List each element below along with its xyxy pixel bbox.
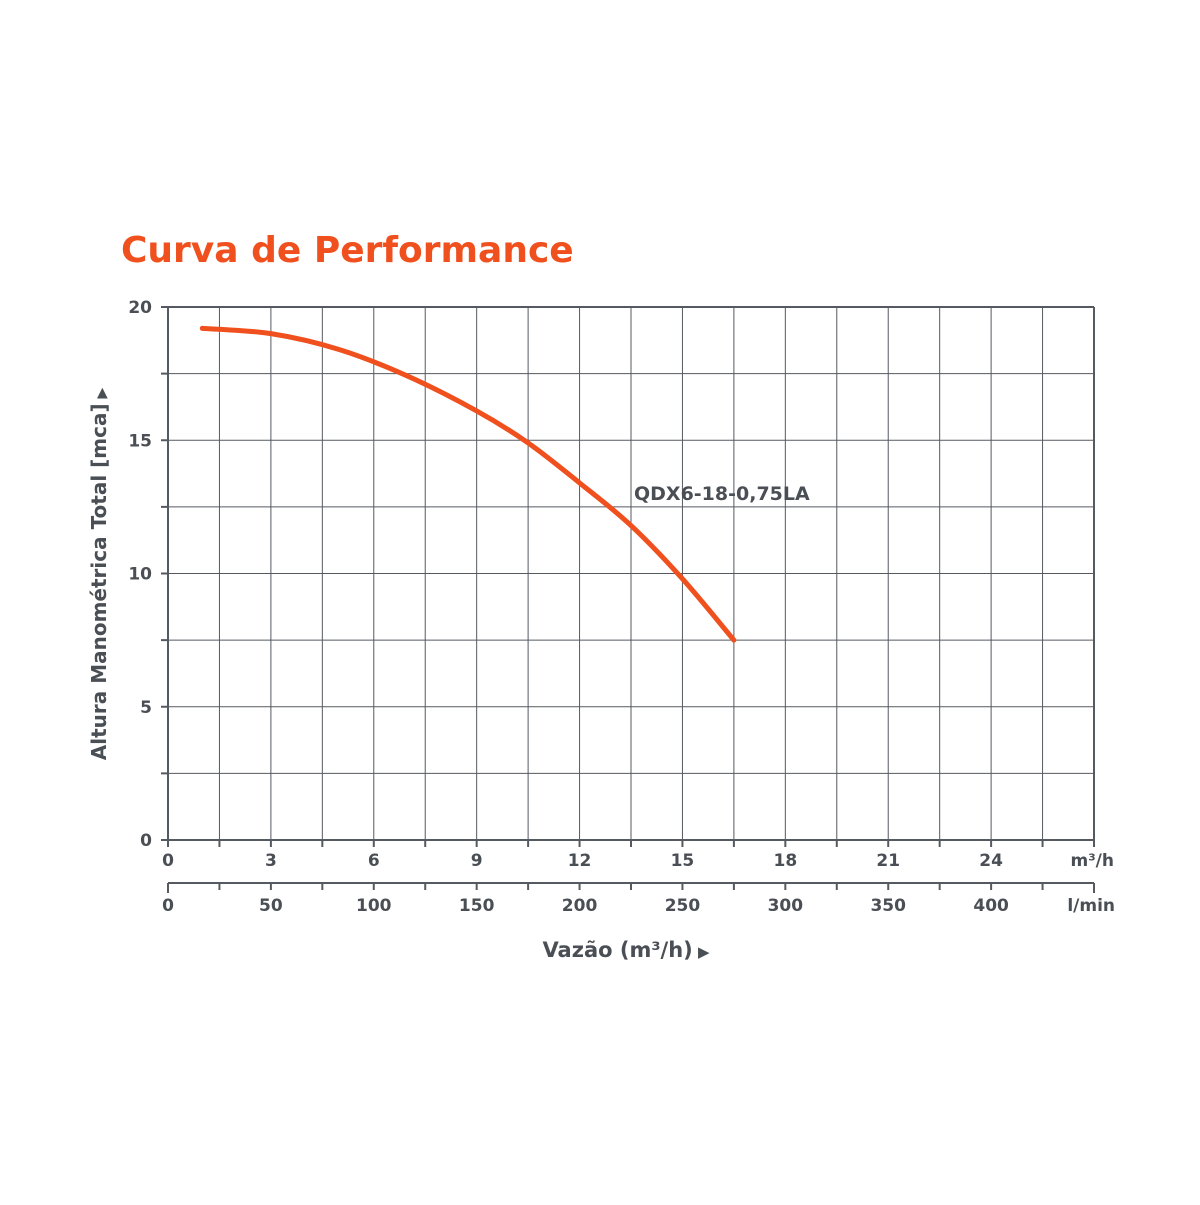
x-tick-label: 12 [568,851,592,871]
x-tick-label: 15 [671,851,695,871]
x-axis-title-text: Vazão (m³/h) [542,938,692,962]
labels: 0 3 6 9 12 15 18 21 24 m³/h0 50 100 150 200 250 300 350 4… [87,298,1115,962]
series [199,325,737,643]
x-tick-label: 0 [162,851,174,871]
x-unit-label: m³/h [1071,851,1114,871]
x2-tick-label: 300 [768,896,804,916]
chart-title: Curva de Performance [121,230,574,271]
x2-tick-label: 50 [259,896,283,916]
series-label: QDX6-18-0,75LA [634,483,810,505]
x-tick-label: 9 [471,851,483,871]
x2-tick-label: 400 [973,896,1009,916]
y-axis-arrow-icon: ▶ [94,387,110,403]
y-tick-label: 20 [128,298,152,318]
y-tick-label: 10 [128,565,152,585]
series-line-qdx6 [199,325,737,643]
x-axis-arrow-icon: ▶ [693,943,710,961]
x2-tick-label: 350 [870,896,906,916]
x2-tick-label: 0 [162,896,174,916]
x2-tick-label: 100 [356,896,392,916]
grid [168,307,1094,840]
x2-tick-label: 250 [665,896,701,916]
y-axis-title-text: Altura Manométrica Total [mca] [87,403,111,760]
axes [161,306,1095,893]
x2-tick-label: 150 [459,896,495,916]
y-tick-label: 5 [140,698,152,718]
x-axis-title: Vazão (m³/h) ▶ [542,938,710,962]
x-tick-label: 18 [773,851,797,871]
x2-tick-label: 200 [562,896,598,916]
y-tick-label: 0 [140,831,152,851]
y-axis-title: Altura Manométrica Total [mca] ▶ [87,387,111,760]
x2-unit-label: l/min [1067,896,1115,916]
x-tick-label: 6 [368,851,380,871]
x-tick-label: 21 [876,851,900,871]
x-tick-label: 3 [265,851,277,871]
y-tick-label: 15 [128,431,152,451]
x-tick-label: 24 [979,851,1003,871]
